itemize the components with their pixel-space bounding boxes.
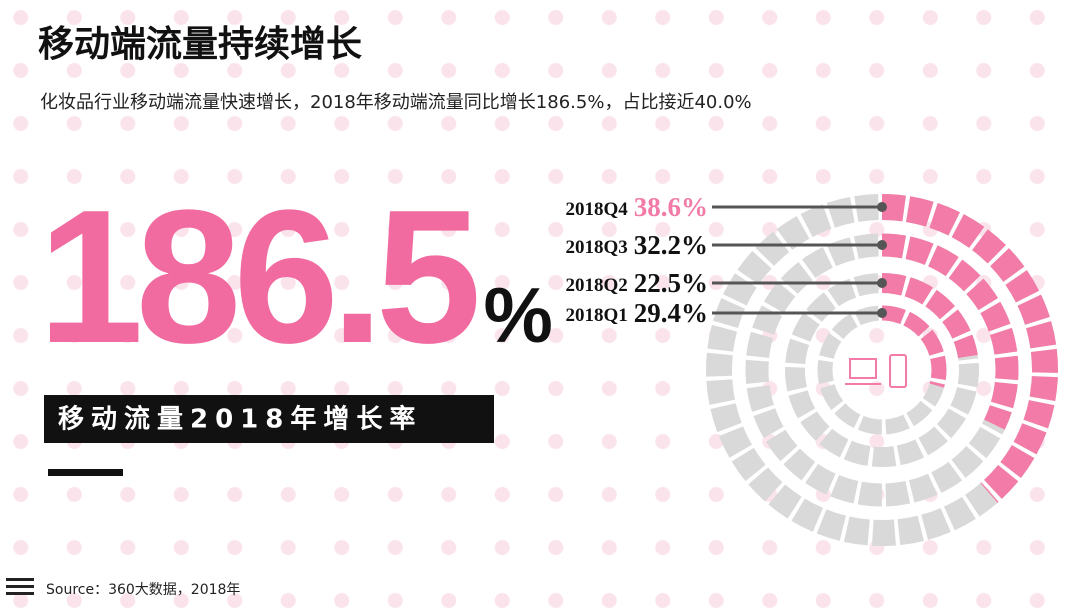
leader-dot — [877, 308, 887, 318]
value-label: 22.5% — [634, 268, 708, 298]
ring-value — [881, 305, 947, 388]
headline-caption: 移动流量2018年增长率 — [58, 404, 422, 435]
ring-value — [881, 194, 1058, 503]
caption-bar — [44, 395, 494, 443]
value-label: 29.4% — [634, 298, 708, 328]
divider — [48, 469, 123, 476]
leader-dot — [877, 278, 887, 288]
source-icon — [6, 578, 34, 595]
category-label: 2018Q4 — [565, 199, 628, 220]
headline-figure: 186.5% — [38, 171, 553, 383]
value-label: 38.6% — [634, 192, 708, 222]
title: 移动端流量持续增长 — [38, 24, 362, 65]
subtitle: 化妆品行业移动端流量快速增长，2018年移动端流量同比增长186.5%，占比接近… — [40, 92, 752, 113]
ring-value — [881, 233, 1019, 430]
device-icons — [845, 354, 907, 388]
category-label: 2018Q3 — [565, 237, 627, 258]
source: Source：360大数据，2018年 — [46, 582, 240, 598]
value-label: 32.2% — [634, 230, 708, 260]
category-label: 2018Q2 — [565, 275, 627, 296]
leader-dot — [877, 202, 887, 212]
ring-value — [881, 273, 978, 359]
leader-dot — [877, 240, 887, 250]
category-label: 2018Q1 — [565, 305, 627, 326]
radial-chart: 38.6% 2018Q4 32.2% 2018Q3 22.5% 2018Q2 29.4% 20… — [565, 192, 1058, 546]
